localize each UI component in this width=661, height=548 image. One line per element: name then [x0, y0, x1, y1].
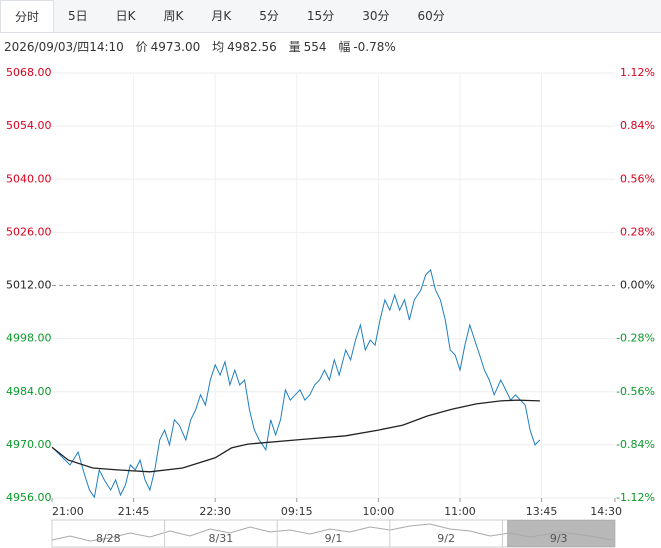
- y2-tick-label: 0.56%: [620, 172, 655, 185]
- y2-tick-label: -0.56%: [616, 385, 655, 398]
- vol: 554: [303, 40, 327, 54]
- tab[interactable]: 30分: [362, 9, 390, 23]
- tab[interactable]: 5分: [259, 9, 279, 23]
- y-tick-label: 5012.00: [6, 279, 52, 292]
- navigator-line: [51, 523, 613, 542]
- navigator-label: 9/2: [437, 532, 455, 545]
- y2-tick-label: 0.00%: [620, 279, 655, 292]
- y2-tick-label: 0.84%: [620, 119, 655, 132]
- navigator-label: 8/28: [96, 532, 121, 545]
- tab[interactable]: 15分: [306, 9, 335, 23]
- chg-label: 幅: [338, 40, 351, 54]
- tab[interactable]: 分时: [0, 0, 55, 32]
- x-tick-label: 10:00: [363, 505, 395, 518]
- price-label: 价: [135, 40, 148, 54]
- y-tick-label: 4970.00: [6, 438, 52, 451]
- x-tick-label: 11:00: [444, 505, 476, 518]
- tab[interactable]: 5日: [68, 9, 88, 23]
- chg: -0.78%: [353, 40, 396, 54]
- x-tick-label: 14:30: [590, 505, 622, 518]
- tab[interactable]: 周K: [163, 9, 184, 23]
- navigator-label: 8/31: [209, 532, 234, 545]
- y-tick-label: 5054.00: [6, 119, 52, 132]
- y-tick-label: 5026.00: [6, 225, 52, 238]
- y2-tick-label: -0.84%: [616, 438, 655, 451]
- x-tick-label: 09:15: [281, 505, 313, 518]
- y2-tick-label: 0.28%: [620, 225, 655, 238]
- y-tick-label: 4984.00: [6, 385, 52, 398]
- navigator-label: 9/3: [550, 532, 568, 545]
- y-tick-label: 4998.00: [6, 332, 52, 345]
- tab[interactable]: 日K: [115, 9, 136, 23]
- navigator-window[interactable]: [507, 520, 615, 547]
- datetime: 2026/09/03/四14:10: [4, 40, 124, 54]
- x-tick-label: 21:45: [118, 505, 150, 518]
- x-tick-label: 13:45: [526, 505, 558, 518]
- x-tick-label: 21:00: [52, 505, 84, 518]
- y-tick-label: 5040.00: [6, 172, 52, 185]
- vol-label: 量: [288, 40, 301, 54]
- avg: 4982.56: [227, 40, 277, 54]
- tab[interactable]: 60分: [417, 9, 445, 23]
- y2-tick-label: -1.12%: [616, 491, 655, 504]
- avg-label: 均: [212, 40, 225, 54]
- info-bar: 2026/09/03/四14:10 价 4973.00 均 4982.56 量 554…: [4, 38, 399, 55]
- y-tick-label: 5068.00: [6, 66, 52, 79]
- navigator-label: 9/1: [325, 532, 343, 545]
- avg-line: [51, 399, 540, 473]
- tab-bar: 分时 5日 日K 周K 月K 5分 15分 30分 60分: [0, 0, 661, 33]
- y2-tick-label: 1.12%: [620, 66, 655, 79]
- y2-tick-label: -0.28%: [616, 332, 655, 345]
- price: 4973.00: [150, 40, 201, 54]
- tab[interactable]: 月K: [211, 9, 232, 23]
- y-tick-label: 4956.00: [6, 491, 52, 504]
- price-line: [51, 268, 541, 499]
- x-tick-label: 22:30: [199, 505, 231, 518]
